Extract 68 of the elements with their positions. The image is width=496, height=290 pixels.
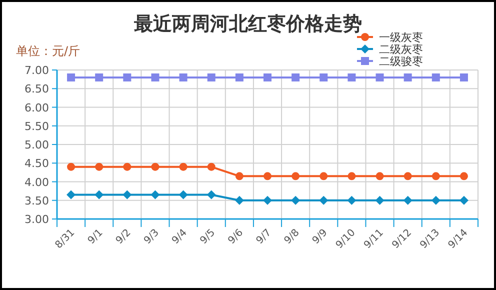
point <box>264 172 272 180</box>
point <box>292 73 300 82</box>
point <box>320 172 328 180</box>
point <box>404 73 412 82</box>
point <box>178 190 188 200</box>
point <box>123 73 132 82</box>
point <box>291 196 300 205</box>
point <box>459 196 468 205</box>
point <box>151 73 160 82</box>
point <box>151 162 160 171</box>
point <box>319 196 328 205</box>
x-tick-label: 9/4 <box>170 227 190 246</box>
point <box>123 162 132 171</box>
point <box>375 196 384 205</box>
point <box>292 172 300 180</box>
point <box>234 196 244 205</box>
point <box>347 196 356 205</box>
y-axis-title: 单位：元/斤 <box>16 44 80 58</box>
point <box>94 190 104 200</box>
point <box>206 190 216 200</box>
y-tick-label: 6.50 <box>24 82 49 96</box>
x-tick-label: 9/9 <box>310 227 330 246</box>
point <box>404 172 412 180</box>
y-tick-label: 5.00 <box>24 138 49 152</box>
point <box>179 73 188 82</box>
point <box>150 190 160 200</box>
point <box>207 162 216 171</box>
point <box>67 73 76 82</box>
legend-label: 二级骏枣 <box>379 55 423 68</box>
point <box>179 162 188 171</box>
x-tick-label: 9/6 <box>226 227 246 246</box>
point <box>460 172 468 180</box>
point <box>95 73 104 82</box>
point <box>122 190 132 200</box>
x-tick-label: 9/3 <box>142 227 162 246</box>
point <box>66 190 76 200</box>
y-tick-label: 7.00 <box>24 64 49 77</box>
x-tick-label: 9/8 <box>282 227 302 246</box>
point <box>348 73 356 82</box>
point <box>431 196 440 205</box>
y-tick-label: 4.00 <box>24 176 49 189</box>
y-tick-label: 5.50 <box>24 120 49 133</box>
point <box>432 172 440 180</box>
point <box>235 73 244 82</box>
x-tick-label: 9/7 <box>254 227 274 246</box>
point <box>264 73 272 82</box>
y-tick-label: 6.00 <box>24 101 49 114</box>
chart-title: 最近两周河北红枣价格走势 <box>133 13 362 35</box>
point <box>460 73 468 82</box>
point <box>320 73 328 82</box>
point <box>95 162 104 171</box>
point <box>235 172 244 180</box>
x-tick-label: 9/5 <box>198 227 218 246</box>
point <box>403 196 412 205</box>
point <box>376 73 384 82</box>
legend-label: 二级灰枣 <box>379 43 423 56</box>
point <box>348 172 356 180</box>
legend-label: 一级灰枣 <box>379 31 423 44</box>
x-tick-label: 9/1 <box>86 227 106 246</box>
x-tick-label: 9/2 <box>114 227 134 246</box>
point <box>263 196 272 205</box>
y-tick-label: 3.00 <box>24 213 49 226</box>
y-tick-label: 4.50 <box>24 157 49 170</box>
y-tick-label: 3.50 <box>24 194 49 208</box>
point <box>432 73 440 82</box>
point <box>67 162 76 171</box>
point <box>207 73 216 82</box>
point <box>376 172 384 180</box>
